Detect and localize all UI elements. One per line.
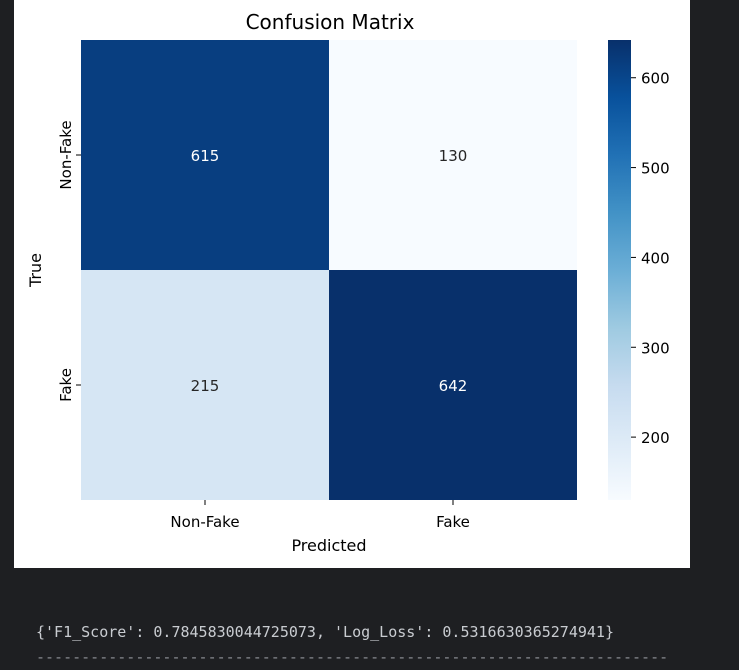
figure-panel: Confusion Matrix 615 130 215 642 Non-Fake Fa… — [14, 0, 690, 568]
heatmap-cell-1-1 — [329, 270, 577, 500]
heatmap-cell-1-0 — [81, 270, 329, 500]
colorbar-tick-label-0: 200 — [641, 429, 670, 447]
y-tick-label-0: Non-Fake — [57, 120, 75, 189]
cell-value-1-0: 215 — [191, 377, 220, 395]
y-tick-labels: Non-Fake Fake — [57, 120, 81, 402]
colorbar-tick-label-3: 500 — [641, 160, 670, 178]
heatmap-cells: 615 130 215 642 — [81, 40, 577, 500]
heatmap-cell-0-1 — [329, 40, 577, 270]
y-axis-label: True — [26, 253, 45, 288]
cell-value-0-1: 130 — [439, 147, 468, 165]
output-text: {'F1_Score': 0.7845830044725073, 'Log_Lo… — [36, 623, 614, 641]
colorbar-tick-label-1: 300 — [641, 339, 670, 357]
x-tick-label-0: Non-Fake — [170, 513, 239, 531]
confusion-matrix-chart: Confusion Matrix 615 130 215 642 Non-Fake Fa… — [26, 10, 670, 555]
x-tick-labels: Non-Fake Fake — [170, 500, 470, 531]
output-separator: ----------------------------------------… — [36, 650, 666, 664]
colorbar-tick-label-4: 600 — [641, 70, 670, 88]
y-tick-label-1: Fake — [57, 368, 75, 402]
x-axis-label: Predicted — [291, 536, 366, 555]
colorbar-tick-label-2: 400 — [641, 249, 670, 267]
colorbar-ticks: 200 300 400 500 600 — [631, 70, 670, 447]
cell-value-0-0: 615 — [191, 147, 220, 165]
x-tick-label-1: Fake — [436, 513, 470, 531]
heatmap-cell-0-0 — [81, 40, 329, 270]
colorbar — [608, 40, 631, 500]
chart-title: Confusion Matrix — [246, 10, 415, 34]
cell-value-1-1: 642 — [439, 377, 468, 395]
